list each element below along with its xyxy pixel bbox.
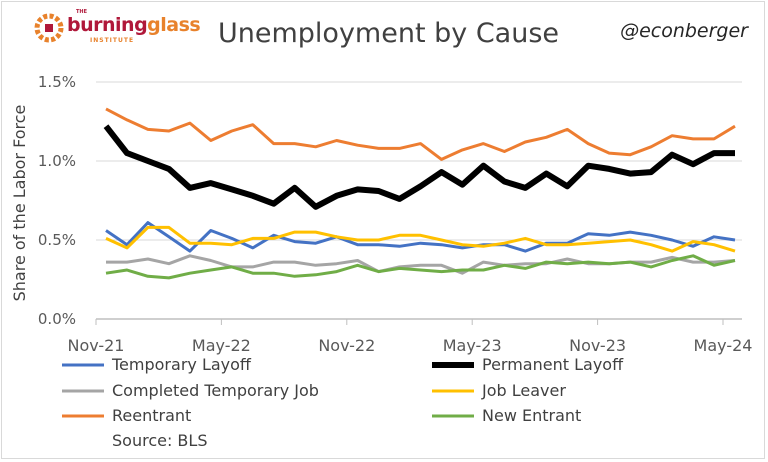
logo-word1: burning [67, 14, 148, 36]
legend: Temporary Layoff Permanent Layoff Complete… [62, 355, 624, 425]
series-line-new-entrant [105, 254, 736, 280]
author-handle: @econberger [620, 20, 748, 42]
x-tick-label: May-23 [443, 336, 502, 355]
y-axis-title: Share of the Labor Force [10, 105, 29, 302]
logo-wordmark: burningglass [67, 14, 201, 36]
legend-label: Permanent Layoff [482, 355, 624, 374]
sun-logo-icon [34, 13, 64, 43]
legend-label: Completed Temporary Job [112, 381, 319, 400]
logo-institute: INSTITUTE [90, 37, 135, 44]
y-axis-ticks: 0.0% 0.5% 1.0% 1.5% [38, 73, 76, 328]
legend-label: New Entrant [482, 406, 581, 425]
logo-word2: glass [147, 14, 201, 36]
x-tick-label: Nov-23 [569, 336, 626, 355]
series-line-reentrant [105, 107, 736, 161]
chart-title: Unemployment by Cause [218, 18, 560, 49]
y-tick-label: 1.0% [38, 152, 76, 170]
source-note: Source: BLS [112, 431, 207, 450]
series-line-temporary-layoff [105, 221, 736, 253]
legend-label: Reentrant [112, 406, 191, 425]
y-tick-label: 0.0% [38, 310, 76, 328]
series-lines [103, 107, 736, 280]
x-axis-ticks: Nov-21 May-22 Nov-22 May-23 Nov-23 May-24 [68, 319, 753, 355]
x-tick-label: Nov-21 [68, 336, 125, 355]
series-line-job-leaver [105, 225, 736, 253]
logo-the: THE [76, 9, 88, 15]
y-tick-label: 0.5% [38, 231, 76, 249]
x-tick-label: May-22 [192, 336, 251, 355]
burning-glass-logo: THE burningglass INSTITUTE [34, 9, 209, 46]
legend-label: Temporary Layoff [111, 355, 252, 374]
y-tick-label: 1.5% [38, 73, 76, 91]
x-tick-label: Nov-22 [318, 336, 375, 355]
x-tick-label: May-24 [694, 336, 753, 355]
gridlines [96, 81, 742, 320]
series-line-permanent-layoff [103, 124, 735, 210]
legend-label: Job Leaver [481, 381, 566, 400]
